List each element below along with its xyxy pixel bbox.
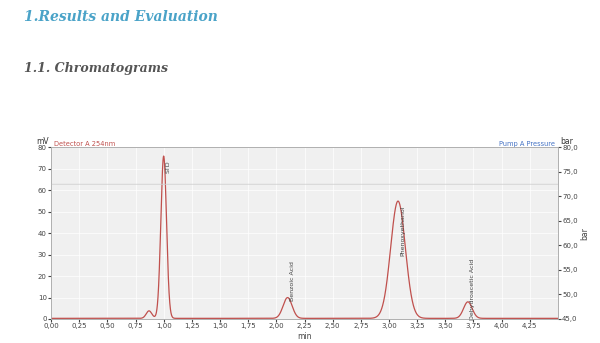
Text: 1.Results and Evaluation: 1.Results and Evaluation xyxy=(24,10,218,24)
X-axis label: min: min xyxy=(297,332,312,341)
Text: Pump A Pressure: Pump A Pressure xyxy=(499,141,556,147)
Y-axis label: bar: bar xyxy=(581,227,590,240)
Text: 1.1. Chromatograms: 1.1. Chromatograms xyxy=(24,62,168,75)
Text: Benzoic Acid: Benzoic Acid xyxy=(290,261,295,301)
Text: Phenoxyethanol: Phenoxyethanol xyxy=(400,205,405,256)
Text: bar: bar xyxy=(560,137,574,146)
Text: mV: mV xyxy=(36,137,49,146)
Text: STD: STD xyxy=(166,161,171,173)
Text: Detector A 254nm: Detector A 254nm xyxy=(53,141,115,147)
Text: Dehydroacetic Acid: Dehydroacetic Acid xyxy=(470,259,475,320)
